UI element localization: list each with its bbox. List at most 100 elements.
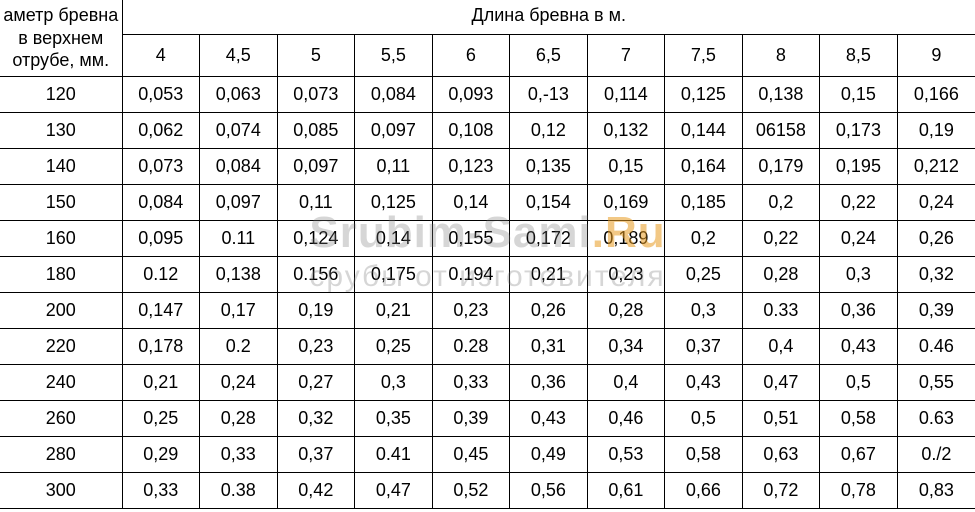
row-header-title-line: отрубе, мм.: [12, 50, 109, 70]
data-cell: 0,42: [277, 472, 355, 508]
data-cell: 0,83: [897, 472, 975, 508]
data-cell: 0,135: [510, 148, 588, 184]
data-cell: 0,084: [355, 76, 433, 112]
data-cell: 0,123: [432, 148, 510, 184]
data-cell: 0,28: [742, 256, 820, 292]
row-header-cell: 260: [0, 400, 122, 436]
data-cell: 0,25: [355, 328, 433, 364]
table-body: 1200,0530,0630,0730,0840,0930,-130,1140,…: [0, 76, 975, 508]
data-cell: 0,67: [820, 436, 898, 472]
col-header: 6,5: [510, 34, 588, 76]
data-cell: 0,3: [355, 364, 433, 400]
data-cell: 0,085: [277, 112, 355, 148]
data-cell: 0,11: [277, 184, 355, 220]
data-cell: 0,36: [510, 364, 588, 400]
row-header-cell: 150: [0, 184, 122, 220]
data-cell: 0,095: [122, 220, 200, 256]
data-cell: 0,27: [277, 364, 355, 400]
data-cell: 0,053: [122, 76, 200, 112]
col-header: 7,5: [665, 34, 743, 76]
data-cell: 0,173: [820, 112, 898, 148]
row-header-cell: 120: [0, 76, 122, 112]
row-header-title-line: аметр бревна: [3, 5, 118, 25]
data-cell: 0,2: [742, 184, 820, 220]
row-header-cell: 180: [0, 256, 122, 292]
data-cell: 0,56: [510, 472, 588, 508]
col-header: 8: [742, 34, 820, 76]
table-row: 1600,0950.110,1240,140,1550,1720,1890,20…: [0, 220, 975, 256]
data-cell: 0,29: [122, 436, 200, 472]
data-cell: 0,43: [820, 328, 898, 364]
table-row: 2400,210,240,270,30,330,360,40,430,470,5…: [0, 364, 975, 400]
data-cell: 0,22: [820, 184, 898, 220]
row-header-cell: 160: [0, 220, 122, 256]
data-cell: 0,53: [587, 436, 665, 472]
data-cell: 0,4: [742, 328, 820, 364]
table-row: 1400,0730,0840,0970,110,1230,1350,150,16…: [0, 148, 975, 184]
data-cell: 0,21: [122, 364, 200, 400]
data-cell: 0,073: [122, 148, 200, 184]
data-cell: 0,25: [665, 256, 743, 292]
data-cell: 0,58: [820, 400, 898, 436]
data-cell: 0,24: [200, 364, 278, 400]
data-cell: 0,58: [665, 436, 743, 472]
data-cell: 0,084: [200, 148, 278, 184]
col-header: 6: [432, 34, 510, 76]
data-cell: 0,108: [432, 112, 510, 148]
row-header-cell: 200: [0, 292, 122, 328]
data-cell: 0,43: [510, 400, 588, 436]
data-cell: 0,33: [432, 364, 510, 400]
data-cell: 0,36: [820, 292, 898, 328]
data-cell: 0,132: [587, 112, 665, 148]
row-header-cell: 220: [0, 328, 122, 364]
data-cell: 0,19: [277, 292, 355, 328]
data-cell: 0,125: [355, 184, 433, 220]
data-cell: 0,062: [122, 112, 200, 148]
data-cell: 0,72: [742, 472, 820, 508]
data-cell: 0.46: [897, 328, 975, 364]
data-cell: 0,3: [665, 292, 743, 328]
data-cell: 0,074: [200, 112, 278, 148]
header-row-1: аметр бревна в верхнем отрубе, мм. Длина…: [0, 0, 975, 34]
col-header: 8,5: [820, 34, 898, 76]
data-cell: 0.33: [742, 292, 820, 328]
col-header: 5: [277, 34, 355, 76]
data-cell: 0,31: [510, 328, 588, 364]
data-cell: 0,28: [200, 400, 278, 436]
data-cell: 0,144: [665, 112, 743, 148]
col-header: 4: [122, 34, 200, 76]
table-head: аметр бревна в верхнем отрубе, мм. Длина…: [0, 0, 975, 76]
data-cell: 0,43: [665, 364, 743, 400]
data-cell: 0,17: [200, 292, 278, 328]
data-cell: 0,125: [665, 76, 743, 112]
table-row: 1800.120,1380.1560,1750.1940,210,230,250…: [0, 256, 975, 292]
row-header-cell: 280: [0, 436, 122, 472]
data-cell: 0,097: [277, 148, 355, 184]
col-header: 7: [587, 34, 665, 76]
data-cell: 0,55: [897, 364, 975, 400]
data-cell: 0,23: [277, 328, 355, 364]
data-cell: 0,78: [820, 472, 898, 508]
data-cell: 0,61: [587, 472, 665, 508]
data-cell: 0.2: [200, 328, 278, 364]
data-cell: 0,39: [897, 292, 975, 328]
data-cell: 0,51: [742, 400, 820, 436]
row-header-title: аметр бревна в верхнем отрубе, мм.: [0, 0, 122, 76]
data-cell: 0,23: [587, 256, 665, 292]
data-cell: 0,12: [510, 112, 588, 148]
data-cell: 0,097: [355, 112, 433, 148]
col-header: 5,5: [355, 34, 433, 76]
data-cell: 0,5: [820, 364, 898, 400]
table-row: 3000,330.380,420,470,520,560,610,660,720…: [0, 472, 975, 508]
data-cell: 0,138: [200, 256, 278, 292]
data-cell: 0,073: [277, 76, 355, 112]
data-cell: 0,47: [355, 472, 433, 508]
row-header-cell: 130: [0, 112, 122, 148]
table-row: 1300,0620,0740,0850,0970,1080,120,1320,1…: [0, 112, 975, 148]
data-cell: 0,178: [122, 328, 200, 364]
data-cell: 0,28: [587, 292, 665, 328]
data-cell: 0,147: [122, 292, 200, 328]
data-cell: 0,124: [277, 220, 355, 256]
row-header-cell: 140: [0, 148, 122, 184]
data-cell: 0,11: [355, 148, 433, 184]
